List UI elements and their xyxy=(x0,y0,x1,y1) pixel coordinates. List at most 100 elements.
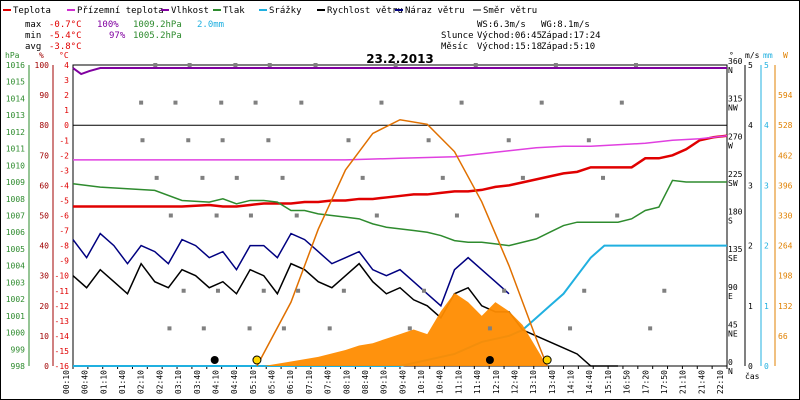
legend-label: Směr větru xyxy=(483,6,537,16)
dir-marker xyxy=(582,288,587,293)
solar-tick-label: 396 xyxy=(778,181,793,190)
dir-marker xyxy=(454,213,459,218)
hum-tick-label: 0 xyxy=(44,362,49,371)
dir-marker xyxy=(200,175,205,180)
stats-min-label: min xyxy=(25,31,41,41)
dir-marker xyxy=(215,288,220,293)
wind-tick-label: 1 xyxy=(748,302,753,311)
legend-label: Tlak xyxy=(223,6,245,16)
dir-marker xyxy=(440,175,445,180)
temp-tick-label: -12 xyxy=(55,302,70,311)
dir-tick-sublabel: SW xyxy=(728,179,738,188)
wind-tick-label: 0 xyxy=(748,362,753,371)
stats-max-temp: -0.7°C xyxy=(49,20,82,30)
x-tick-label: 21:10 xyxy=(679,370,688,394)
rain-tick-label: 4 xyxy=(764,121,769,130)
dir-marker xyxy=(233,63,238,67)
legend-label: Rychlost větru xyxy=(327,6,403,16)
axis-unit-ms: m/s xyxy=(745,51,760,60)
solar-tick-label: 132 xyxy=(778,302,793,311)
dir-marker xyxy=(407,326,412,331)
x-tick-label: 21:40 xyxy=(697,370,706,394)
dir-marker xyxy=(266,138,271,143)
press-tick-label: 1007 xyxy=(6,212,25,221)
x-tick-label: 07:40 xyxy=(324,370,333,394)
dir-marker xyxy=(153,63,158,67)
dir-marker xyxy=(535,213,540,218)
solar-tick-label: 594 xyxy=(778,91,793,100)
x-tick-label: 02:10 xyxy=(137,370,146,394)
dir-marker xyxy=(619,100,624,105)
x-tick-label: 09:40 xyxy=(398,370,407,394)
axis-unit-deg: ° xyxy=(729,51,734,60)
stats-max-hum: 100% xyxy=(97,20,119,30)
hum-tick-label: 20 xyxy=(39,302,49,311)
stats-max-press: 1009.2hPa xyxy=(133,20,182,30)
solar-tick-label: 264 xyxy=(778,242,793,251)
temp-tick-label: -9 xyxy=(59,257,69,266)
dir-tick-label: 180 xyxy=(728,208,743,217)
dir-marker xyxy=(601,175,606,180)
dir-tick-sublabel: SE xyxy=(728,254,738,263)
x-tick-label: 03:10 xyxy=(174,370,183,394)
moon-rise-marker xyxy=(485,356,494,364)
series-solar-area xyxy=(263,293,548,366)
rain-tick-label: 3 xyxy=(764,181,769,190)
hum-tick-label: 70 xyxy=(39,151,49,160)
dir-marker xyxy=(568,326,573,331)
dir-tick-label: 270 xyxy=(728,132,743,141)
legend-label: Vlhkost xyxy=(171,6,209,16)
temp-tick-label: -8 xyxy=(59,242,69,251)
series-line-0 xyxy=(73,134,728,208)
dir-marker xyxy=(187,63,192,67)
series-line-1 xyxy=(73,134,728,161)
x-tick-label: 16:50 xyxy=(623,370,632,394)
dir-marker xyxy=(261,288,266,293)
x-tick-label: 08:10 xyxy=(342,370,351,394)
stats-min-temp: -5.4°C xyxy=(49,31,82,41)
dir-marker xyxy=(313,63,318,67)
temp-tick-label: -5 xyxy=(59,196,69,205)
press-tick-label: 1002 xyxy=(6,295,25,304)
dir-marker xyxy=(181,288,186,293)
dir-marker xyxy=(139,100,144,105)
x-tick-label: 10:10 xyxy=(417,370,426,394)
temp-tick-label: 3 xyxy=(64,76,69,85)
rain-tick-label: 0 xyxy=(764,362,769,371)
x-tick-label: 07:10 xyxy=(305,370,314,394)
chart-title: 23.2.2013 xyxy=(366,52,434,66)
dir-marker xyxy=(662,288,667,293)
stats-mesic-label: Měsíc xyxy=(441,42,468,52)
temp-tick-label: -14 xyxy=(55,332,70,341)
axis-unit-hpa: hPa xyxy=(5,51,20,60)
stats-max-rain: 2.0mm xyxy=(197,20,224,30)
sunset-marker xyxy=(542,355,552,365)
solar-tick-label: 330 xyxy=(778,212,793,221)
sunrise-marker xyxy=(252,355,262,365)
stats-wg: WG:8.1m/s xyxy=(541,20,590,30)
dir-marker xyxy=(201,326,206,331)
moon-set-marker xyxy=(210,356,219,364)
stats-slunce-rise: Východ:06:45 xyxy=(477,31,542,41)
stats-mesic-set: Západ:5:10 xyxy=(541,42,595,52)
dir-tick-sublabel: NW xyxy=(728,104,738,113)
axis-unit-degc: °C xyxy=(59,51,69,60)
dir-marker xyxy=(296,288,301,293)
press-tick-label: 1009 xyxy=(6,178,25,187)
dir-marker xyxy=(248,213,253,218)
press-tick-label: 999 xyxy=(11,345,26,354)
temp-tick-label: 4 xyxy=(64,61,69,70)
dir-marker xyxy=(294,213,299,218)
x-tick-label: 13:40 xyxy=(548,370,557,394)
press-tick-label: 1014 xyxy=(6,94,25,103)
x-tick-label: 01:10 xyxy=(99,370,108,394)
hum-tick-label: 10 xyxy=(39,332,49,341)
dir-marker xyxy=(267,63,272,67)
dir-tick-sublabel: E xyxy=(728,292,733,301)
press-tick-label: 1005 xyxy=(6,245,25,254)
dir-tick-sublabel: NE xyxy=(728,329,738,338)
stats-slunce-set: Západ:17:24 xyxy=(541,31,601,41)
dir-tick-label: 45 xyxy=(728,320,738,329)
stats-max-label: max xyxy=(25,20,42,30)
